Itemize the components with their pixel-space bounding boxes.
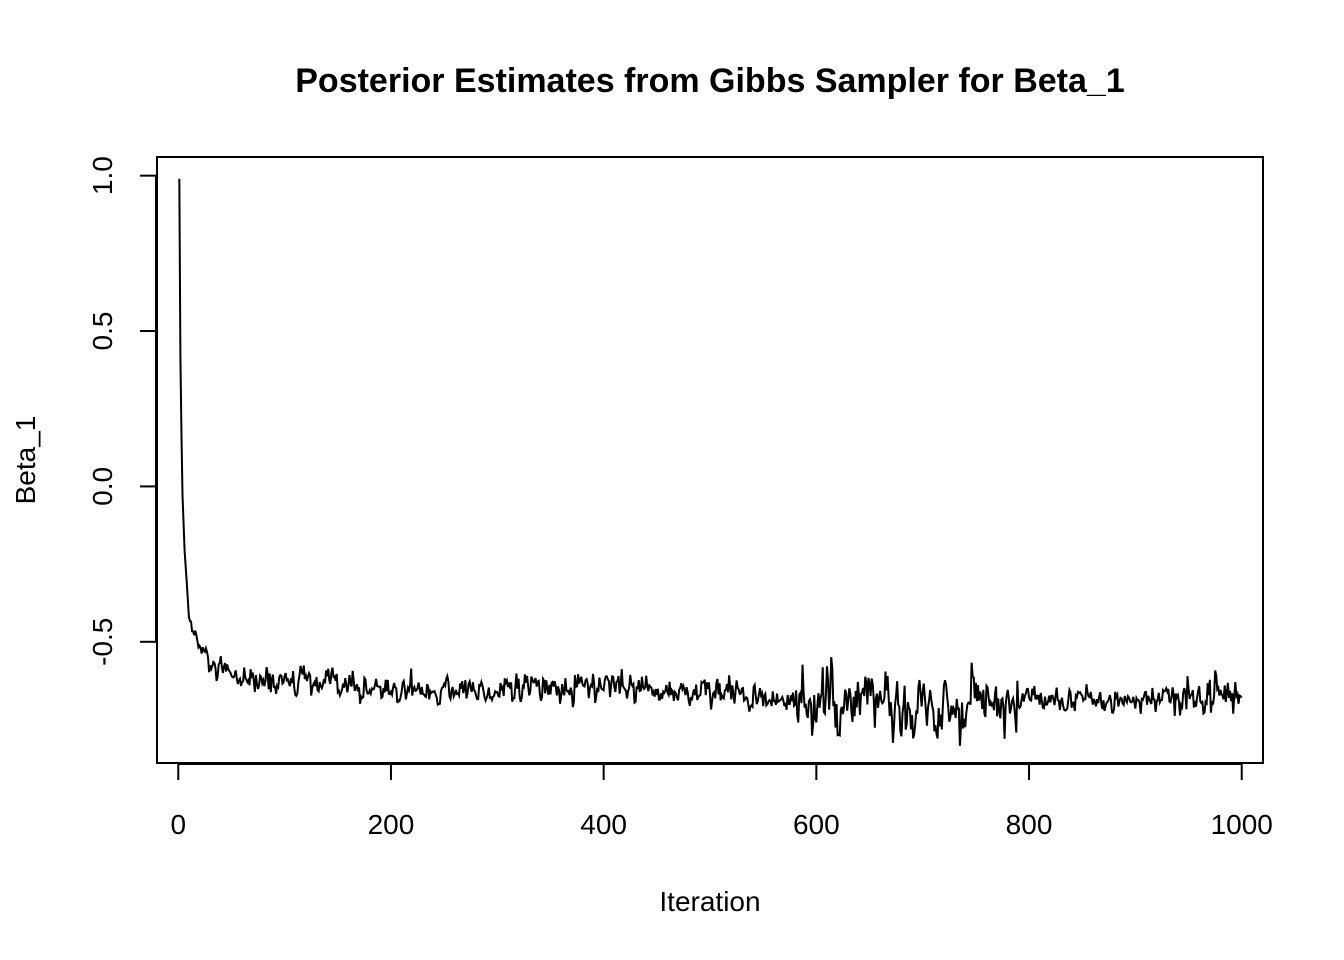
y-axis-label: Beta_1 (10, 416, 41, 505)
plot-area-frame (156, 156, 1264, 764)
x-tick-label: 0 (170, 809, 186, 840)
y-tick-label: 0.5 (87, 312, 118, 351)
y-axis: -0.5 0.0 0.5 1.0 (87, 156, 157, 666)
chart-title: Posterior Estimates from Gibbs Sampler f… (295, 62, 1124, 100)
x-axis: 0 200 400 600 800 1000 (170, 763, 1273, 840)
y-tick-label: 1.0 (87, 156, 118, 195)
y-tick-label: 0.0 (87, 467, 118, 506)
x-tick-label: 800 (1006, 809, 1053, 840)
x-tick-label: 600 (793, 809, 840, 840)
x-tick-label: 200 (368, 809, 415, 840)
x-axis-label: Iteration (659, 886, 760, 917)
x-tick-label: 1000 (1211, 809, 1273, 840)
series-line-beta-1 (178, 178, 1243, 746)
y-tick-label: -0.5 (87, 618, 118, 666)
x-tick-label: 400 (580, 809, 627, 840)
